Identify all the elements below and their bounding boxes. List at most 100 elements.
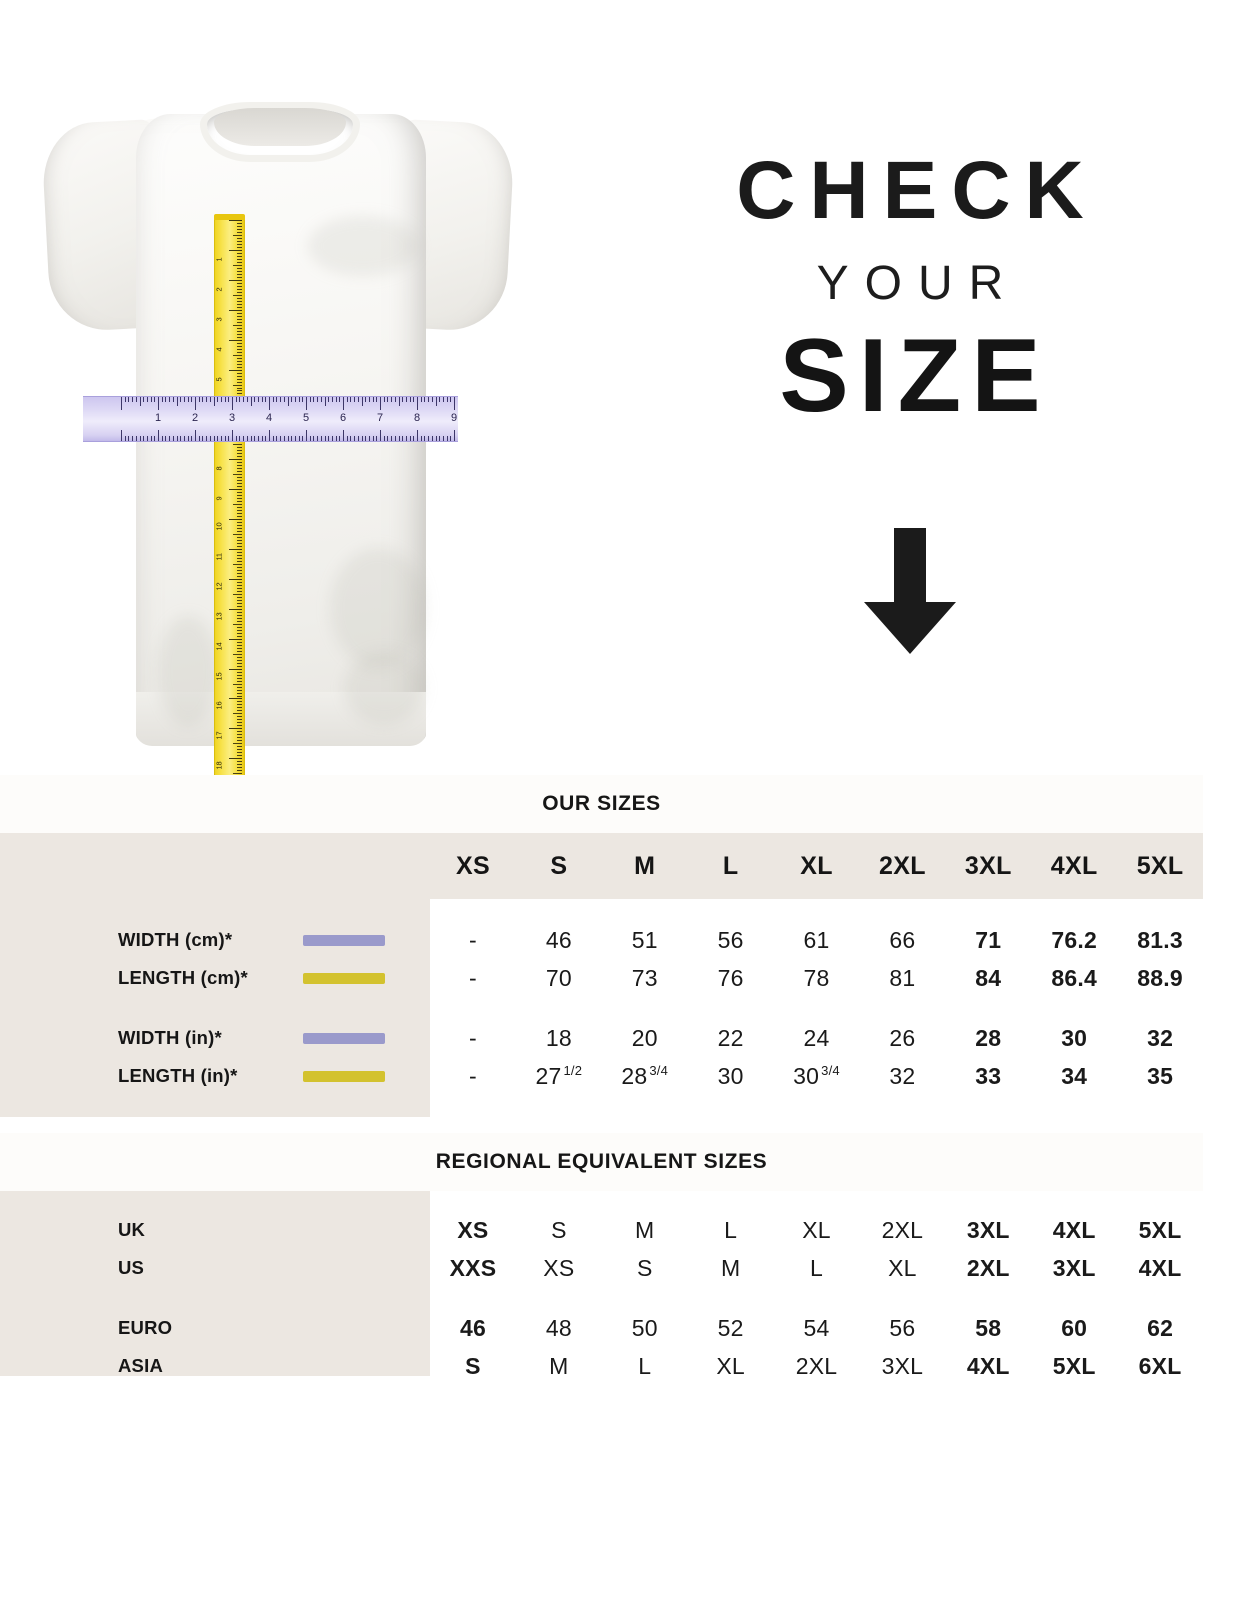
ruler-tick — [121, 397, 122, 410]
tape-tick — [237, 725, 242, 727]
ruler-tick — [224, 436, 226, 441]
ruler-tick — [217, 397, 219, 402]
tape-tick — [237, 659, 242, 661]
tape-tick — [237, 378, 242, 380]
ruler-tick — [261, 397, 263, 402]
measurement-label-text: WIDTH (in)* — [118, 1027, 222, 1048]
table-cell: 84 — [975, 964, 1002, 991]
table-cell: 50 — [631, 1314, 658, 1341]
tape-tick — [229, 758, 242, 760]
size-column-headers: XS S M L XL 2XL 3XL 4XL 5XL — [430, 833, 1203, 899]
ruler-tick — [143, 397, 145, 402]
table-cell: 2XL — [881, 1216, 924, 1243]
ruler-tick — [357, 397, 359, 402]
measurement-label-text: LENGTH (in)* — [118, 1065, 238, 1086]
table-cell: 28 — [975, 1024, 1002, 1051]
ruler-tick — [124, 397, 126, 402]
ruler-tick — [320, 436, 322, 441]
table-cell: M — [635, 1216, 655, 1243]
tape-number: 17 — [214, 731, 224, 740]
ruler-tick — [372, 436, 374, 441]
tape-number: 11 — [214, 553, 224, 561]
tape-tick — [237, 543, 242, 544]
table-cell: 30 — [717, 1062, 744, 1089]
ruler-tick — [439, 397, 441, 402]
ruler-tick — [291, 397, 293, 402]
tape-tick — [237, 258, 242, 260]
ruler-tick — [158, 397, 159, 410]
tape-tick — [237, 677, 242, 679]
tape-tick — [237, 689, 242, 691]
tape-tick — [237, 704, 242, 706]
tape-tick — [229, 220, 242, 221]
ruler-tick — [361, 397, 363, 406]
region-row-label: EURO — [0, 1309, 430, 1347]
tape-tick — [237, 587, 242, 589]
measurement-label-text: WIDTH (cm)* — [118, 929, 233, 950]
ruler-tick — [161, 397, 163, 402]
fabric-fold — [344, 652, 424, 724]
measurements-block: WIDTH (cm)* LENGTH (cm)* WIDTH (in)* LENGTH… — [0, 899, 1203, 1117]
ruler-tick — [176, 397, 178, 406]
table-cell: 27 1/2 — [535, 1062, 583, 1089]
ruler-tick — [431, 397, 433, 402]
tape-tick — [237, 719, 242, 721]
ruler-tick — [309, 397, 311, 402]
fraction-superscript: 3/4 — [821, 1062, 840, 1078]
tape-number: 5 — [214, 377, 224, 381]
ruler-tick — [420, 397, 422, 402]
tape-measure-vertical-yellow: 1234567891011121314151617181920 — [214, 220, 245, 836]
measurement-row-label: LENGTH (in)* — [0, 1057, 430, 1095]
tape-tick — [237, 551, 242, 553]
tape-tick — [237, 764, 242, 766]
table-cell: 6XL — [1138, 1352, 1182, 1379]
tape-tick — [237, 590, 242, 592]
regional-sizes-title: REGIONAL EQUIVALENT SIZES — [435, 1150, 768, 1173]
region-labels-column: UK US EURO ASIA — [0, 1191, 430, 1405]
measurement-row-label: LENGTH (cm)* — [0, 959, 430, 997]
table-cell: 2XL — [966, 1254, 1010, 1281]
ruler-tick — [424, 436, 426, 441]
ruler-tick — [220, 436, 222, 441]
ruler-tick — [239, 436, 241, 441]
ruler-number: 3 — [228, 412, 236, 424]
table-cell: 46 — [459, 1314, 486, 1341]
ruler-tick — [324, 397, 326, 406]
tape-tick — [237, 731, 242, 733]
tape-tick — [237, 761, 242, 763]
tape-tick — [237, 701, 242, 703]
size-chart-table: OUR SIZES XS S M L XL 2XL 3XL 4XL 5XL WIDTH (cm)… — [0, 775, 1203, 1405]
tape-tick — [237, 468, 242, 470]
tape-number: 12 — [214, 582, 224, 591]
tape-tick — [237, 680, 242, 682]
tape-tick — [229, 519, 242, 520]
table-cell: 58 — [975, 1314, 1002, 1341]
tape-tick — [237, 656, 242, 658]
region-label-text: ASIA — [118, 1355, 163, 1376]
ruler-tick — [198, 436, 200, 441]
down-arrow-icon — [864, 528, 956, 654]
size-column-header-s: S — [550, 851, 568, 880]
table-cell: - — [469, 1062, 477, 1089]
ruler-tick — [187, 397, 189, 402]
ruler-number: 5 — [302, 412, 310, 424]
ruler-tick — [254, 397, 256, 402]
tape-tick — [237, 453, 242, 455]
tape-tick — [237, 450, 242, 452]
ruler-tick — [235, 397, 237, 402]
our-sizes-title-band: OUR SIZES — [0, 775, 1203, 833]
tape-tick — [233, 773, 242, 775]
tape-tick — [237, 569, 242, 571]
ruler-horizontal-purple: 1 2 3 4 5 6 7 8 9 — [83, 396, 458, 442]
page-bottom-margin — [0, 1376, 1251, 1601]
ruler-tick — [365, 436, 367, 441]
tape-tick — [229, 249, 242, 251]
measurement-row-label: WIDTH (in)* — [0, 1019, 430, 1057]
tape-tick — [237, 381, 242, 383]
table-cell: 4XL — [1138, 1254, 1182, 1281]
tape-tick — [229, 578, 242, 580]
tape-tick — [237, 486, 242, 488]
tape-tick — [233, 444, 242, 446]
tape-tick — [237, 312, 242, 314]
size-columns-header-row: XS S M L XL 2XL 3XL 4XL 5XL — [0, 833, 1203, 899]
